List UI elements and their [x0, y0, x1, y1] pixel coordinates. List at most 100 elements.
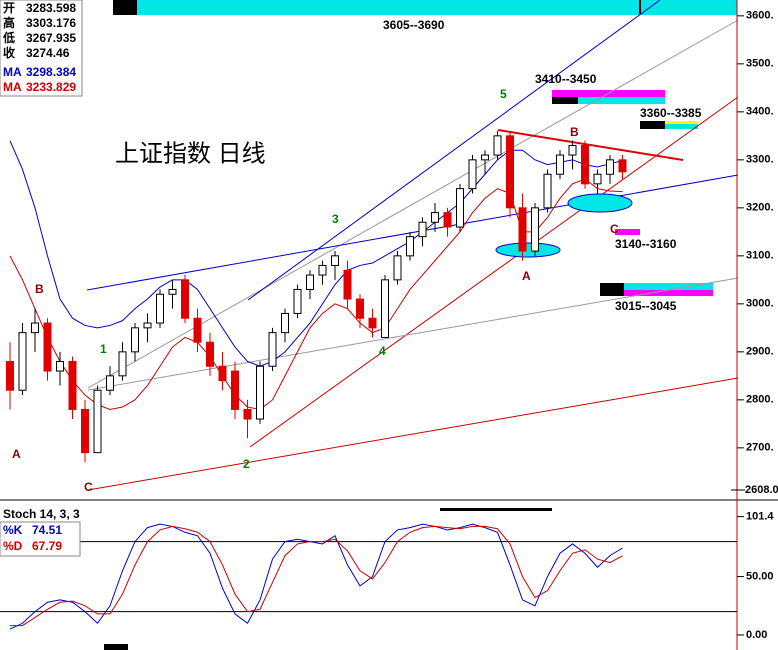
candle-body: [318, 264, 327, 276]
candle-body: [43, 322, 52, 372]
candle-body: [268, 332, 277, 367]
candle-body: [31, 322, 39, 334]
annotation: 3360--3385: [640, 106, 702, 120]
target-band: [615, 229, 640, 235]
annotation: B: [570, 125, 579, 139]
y-tick-label: 50.00: [746, 571, 774, 583]
info-value: 3283.598: [26, 1, 76, 15]
target-band: [640, 124, 698, 129]
info-value: 3303.176: [26, 16, 76, 30]
target-band: [640, 121, 698, 126]
candle-body: [306, 274, 314, 290]
annotation: 1: [100, 342, 107, 356]
candle-body: [456, 188, 464, 228]
info-label: 收: [3, 45, 15, 60]
y-tick-label: 3200.: [746, 202, 774, 214]
target-band: [552, 97, 578, 104]
candle-body: [81, 408, 89, 454]
trend-line: [87, 377, 739, 491]
candle-body: [593, 173, 602, 185]
info-box: [0, 0, 83, 97]
annotation: B: [35, 282, 44, 296]
trend-line: [87, 277, 739, 391]
y-tick-label: 0.00: [746, 629, 767, 641]
candle-body: [493, 135, 502, 156]
info-label: 开: [3, 1, 15, 15]
target-band: [137, 0, 737, 15]
candle-body: [256, 365, 264, 420]
candle-body: [156, 293, 164, 324]
candle-body: [393, 255, 402, 281]
candle-body: [181, 279, 189, 319]
candle-body: [331, 255, 339, 266]
candle-body: [293, 288, 302, 314]
candle-body: [206, 341, 214, 367]
candle-body: [556, 154, 564, 175]
candle-body: [93, 389, 102, 454]
stoch-legend-box: [0, 521, 81, 557]
candle-body: [68, 360, 77, 410]
candle-body: [418, 221, 427, 238]
candle-body: [468, 159, 477, 190]
support-zone: [495, 242, 561, 258]
candle-body: [518, 207, 527, 252]
candle-body: [218, 365, 227, 382]
candle-body: [443, 212, 452, 228]
annotation: 3015--3045: [615, 299, 677, 313]
ma-legend-value: 3233.829: [26, 80, 76, 94]
candle-body: [481, 154, 489, 161]
y-tick-label: 2800.: [746, 394, 774, 406]
stoch-line: [9, 523, 623, 630]
y-tick-label: 3600.: [746, 10, 774, 22]
stoch-legend-value: 74.51: [32, 523, 62, 537]
stoch-line: [10, 525, 623, 627]
annotation: C: [610, 222, 619, 236]
y-tick-label: 101.4: [746, 511, 774, 523]
annotation: A: [12, 447, 21, 461]
annotation: 4: [379, 344, 386, 358]
candle-body: [118, 351, 127, 377]
info-label: 低: [2, 30, 15, 45]
candle-body: [368, 317, 377, 329]
y-tick-label: 3000.: [746, 298, 774, 310]
chart-title: 上证指数 日线: [115, 140, 266, 167]
candle-body: [131, 327, 139, 353]
marker-bar: [104, 644, 128, 650]
candle-body: [381, 279, 389, 338]
y-tick-label: 3100.: [746, 250, 774, 262]
annotation: 3: [332, 212, 339, 226]
y-tick-label: 2900.: [746, 346, 774, 358]
y-tick-label: 2700.: [746, 442, 774, 454]
marker-box: [113, 0, 137, 15]
trend-line: [247, 0, 661, 301]
ma-legend-value: 3298.384: [26, 65, 76, 79]
annotation: 2: [243, 457, 250, 471]
candle-body: [506, 135, 514, 209]
candle-body: [143, 322, 152, 329]
candle-body: [281, 312, 289, 334]
ma-legend-name: MA: [3, 65, 22, 79]
annotation: A: [522, 269, 531, 283]
candle-body: [243, 408, 252, 420]
stoch-legend-value: 67.79: [32, 539, 62, 553]
candle-body: [543, 173, 552, 209]
candle-body: [193, 317, 202, 343]
candle-body: [618, 159, 627, 173]
candle-body: [56, 360, 64, 372]
candle-body: [356, 298, 364, 319]
support-zone: [567, 193, 633, 213]
last-marker-label: 2608.0: [745, 484, 778, 496]
annotation: 3410--3450: [535, 72, 597, 86]
ma-legend-name: MA: [3, 80, 22, 94]
annotation: 5: [500, 87, 507, 101]
trend-line: [86, 174, 739, 291]
stoch-title: Stoch 14, 3, 3: [3, 507, 80, 521]
stoch-legend-name: %D: [3, 539, 23, 553]
target-band: [600, 283, 624, 296]
candle-body: [568, 144, 577, 156]
target-band: [600, 290, 713, 296]
annotation: 3605--3690: [383, 18, 445, 32]
candle-body: [106, 375, 114, 391]
candle-body: [343, 269, 352, 300]
